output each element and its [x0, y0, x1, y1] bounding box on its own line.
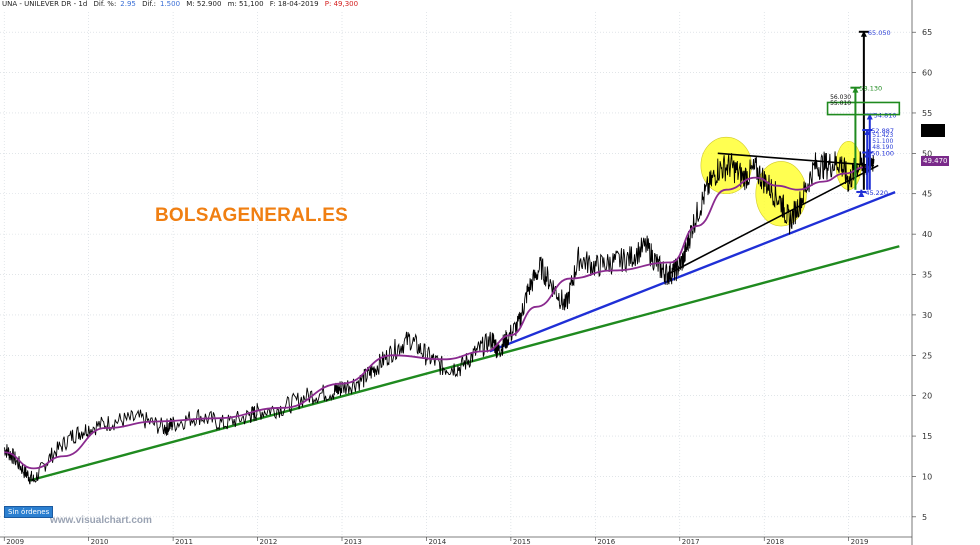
- y-tick-label: 35: [922, 271, 932, 280]
- target-arrow: [852, 86, 859, 93]
- dif-pct-label: Dif. %:: [93, 0, 117, 8]
- target-label: 45.220: [865, 189, 888, 197]
- x-tick-label: 2010: [91, 538, 109, 545]
- y-tick-label: 25: [922, 351, 932, 360]
- orders-badge[interactable]: Sin órdenes: [4, 506, 54, 518]
- target-arrow: [864, 129, 871, 136]
- x-tick-label: 2013: [344, 538, 362, 545]
- target-arrow: [864, 151, 871, 158]
- x-axis: 2009 2010 2011 2012 2013 2014 2015 2016 2017 2018…: [0, 536, 912, 545]
- moving-average-series: [4, 166, 866, 470]
- ticker-label: UNA - UNILEVER DR - 1d: [2, 0, 88, 8]
- x-tick-label: 2015: [513, 538, 531, 545]
- chart-series: [3, 149, 875, 485]
- y-tick-label: 60: [922, 69, 932, 78]
- y-tick-label: 50: [922, 149, 932, 158]
- y-tick-label: 10: [922, 472, 932, 481]
- target-label: 50.100: [871, 150, 894, 158]
- y-tick-label: 5: [922, 513, 927, 522]
- max-value: M: 52.900: [186, 0, 222, 8]
- y-axis: 5 10 15 20 25 30 35 40 45 50 55 60 65: [911, 0, 932, 545]
- min-value: m: 51,100: [227, 0, 264, 8]
- chart-header: UNA - UNILEVER DR - 1d Dif. %: 2.95 Dif.:…: [2, 0, 362, 8]
- y-tick-label: 45: [922, 190, 932, 199]
- target-label: 54.810: [874, 112, 897, 120]
- site-watermark: www.visualchart.com: [50, 515, 152, 526]
- ma-price-tag: 49.470: [921, 156, 949, 166]
- x-tick-label: 2011: [175, 538, 193, 545]
- target-arrow: [858, 190, 865, 197]
- price-value: P: 49,300: [324, 0, 359, 8]
- y-tick-label: 40: [922, 230, 932, 239]
- y-tick-label: 15: [922, 432, 932, 441]
- y-tick-label: 55: [922, 109, 932, 118]
- target-label: 58.130: [859, 85, 882, 93]
- target-zone-label: 56.030: [830, 94, 851, 101]
- dif-value: 1.500: [160, 0, 181, 8]
- price-series: [3, 149, 875, 485]
- target-arrow: [866, 113, 873, 120]
- trendline-resistance: [717, 152, 875, 167]
- price-targets: 65.050 58.130 54.810 52.887 50.100 45.220 56.0…: [826, 29, 901, 197]
- target-arrow: [860, 30, 867, 37]
- date-value: F: 18-04-2019: [269, 0, 319, 8]
- x-tick-label: 2016: [597, 538, 615, 545]
- dif-pct-value: 2.95: [120, 0, 136, 8]
- trendline-support_mid: [489, 191, 896, 353]
- x-tick-label: 2009: [6, 538, 24, 545]
- target-zone-label: 55.010: [830, 100, 851, 107]
- target-small-label: 51.423: [872, 132, 893, 139]
- x-tick-label: 2019: [851, 538, 869, 545]
- chart-grid: [0, 12, 912, 537]
- current-bar-tag: [921, 124, 945, 137]
- target-small-label: 48.190: [872, 144, 893, 151]
- target-small-label: 51.100: [872, 138, 893, 145]
- pattern-highlights: [700, 136, 862, 227]
- x-tick-label: 2012: [260, 538, 278, 545]
- target-label: 65.050: [868, 29, 891, 37]
- x-tick-label: 2014: [428, 538, 446, 545]
- y-tick-label: 65: [922, 28, 932, 37]
- dif-label: Dif.:: [142, 0, 156, 8]
- x-tick-label: 2017: [682, 538, 700, 545]
- target-label: 52.887: [871, 127, 894, 135]
- x-tick-label: 2018: [766, 538, 784, 545]
- trendline-support_short: [666, 164, 879, 276]
- target-zone-box: [826, 101, 901, 116]
- brand-watermark: BOLSAGENERAL.ES: [155, 205, 349, 226]
- y-tick-label: 20: [922, 392, 932, 401]
- y-tick-label: 30: [922, 311, 932, 320]
